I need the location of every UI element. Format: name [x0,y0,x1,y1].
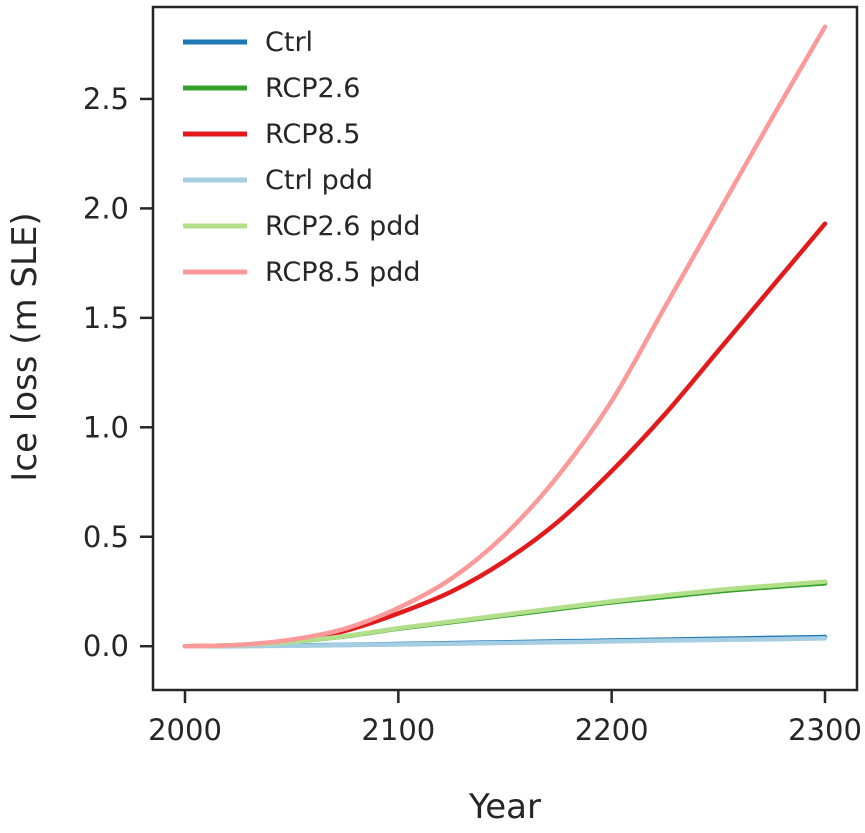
y-tick-label: 2.5 [83,82,129,116]
series-line-rcp8-5-pdd [182,24,828,649]
legend-label-rcp8-5-pdd: RCP8.5 pdd [265,257,421,288]
x-tick-label: 2100 [361,713,435,747]
x-tick-label: 2000 [148,713,222,747]
x-tick-label: 2200 [575,713,649,747]
legend-label-rcp8-5: RCP8.5 [265,119,361,150]
x-axis-label: Year [468,787,541,827]
legend-label-rcp2-6-pdd: RCP2.6 pdd [265,211,421,242]
plot-area: 2000 2100 2200 2300 0.0 0.5 1.0 1.5 2.0 2.5 Ctrl RC… [83,5,862,747]
legend-label-rcp2-6: RCP2.6 [265,73,361,104]
legend-label-ctrl-pdd: Ctrl pdd [265,165,373,196]
y-tick-label: 2.0 [83,191,129,225]
legend-label-ctrl: Ctrl [265,27,313,58]
y-tick-label: 0.5 [83,520,129,554]
y-tick-label: 1.5 [83,301,129,335]
series-line-ctrl-pdd [182,636,828,649]
y-axis-label: Ice loss (m SLE) [5,212,45,481]
plot-border [151,5,859,692]
x-tick-label: 2300 [788,713,862,747]
y-tick-label: 1.0 [83,410,129,444]
y-tick-label: 0.0 [83,629,129,663]
